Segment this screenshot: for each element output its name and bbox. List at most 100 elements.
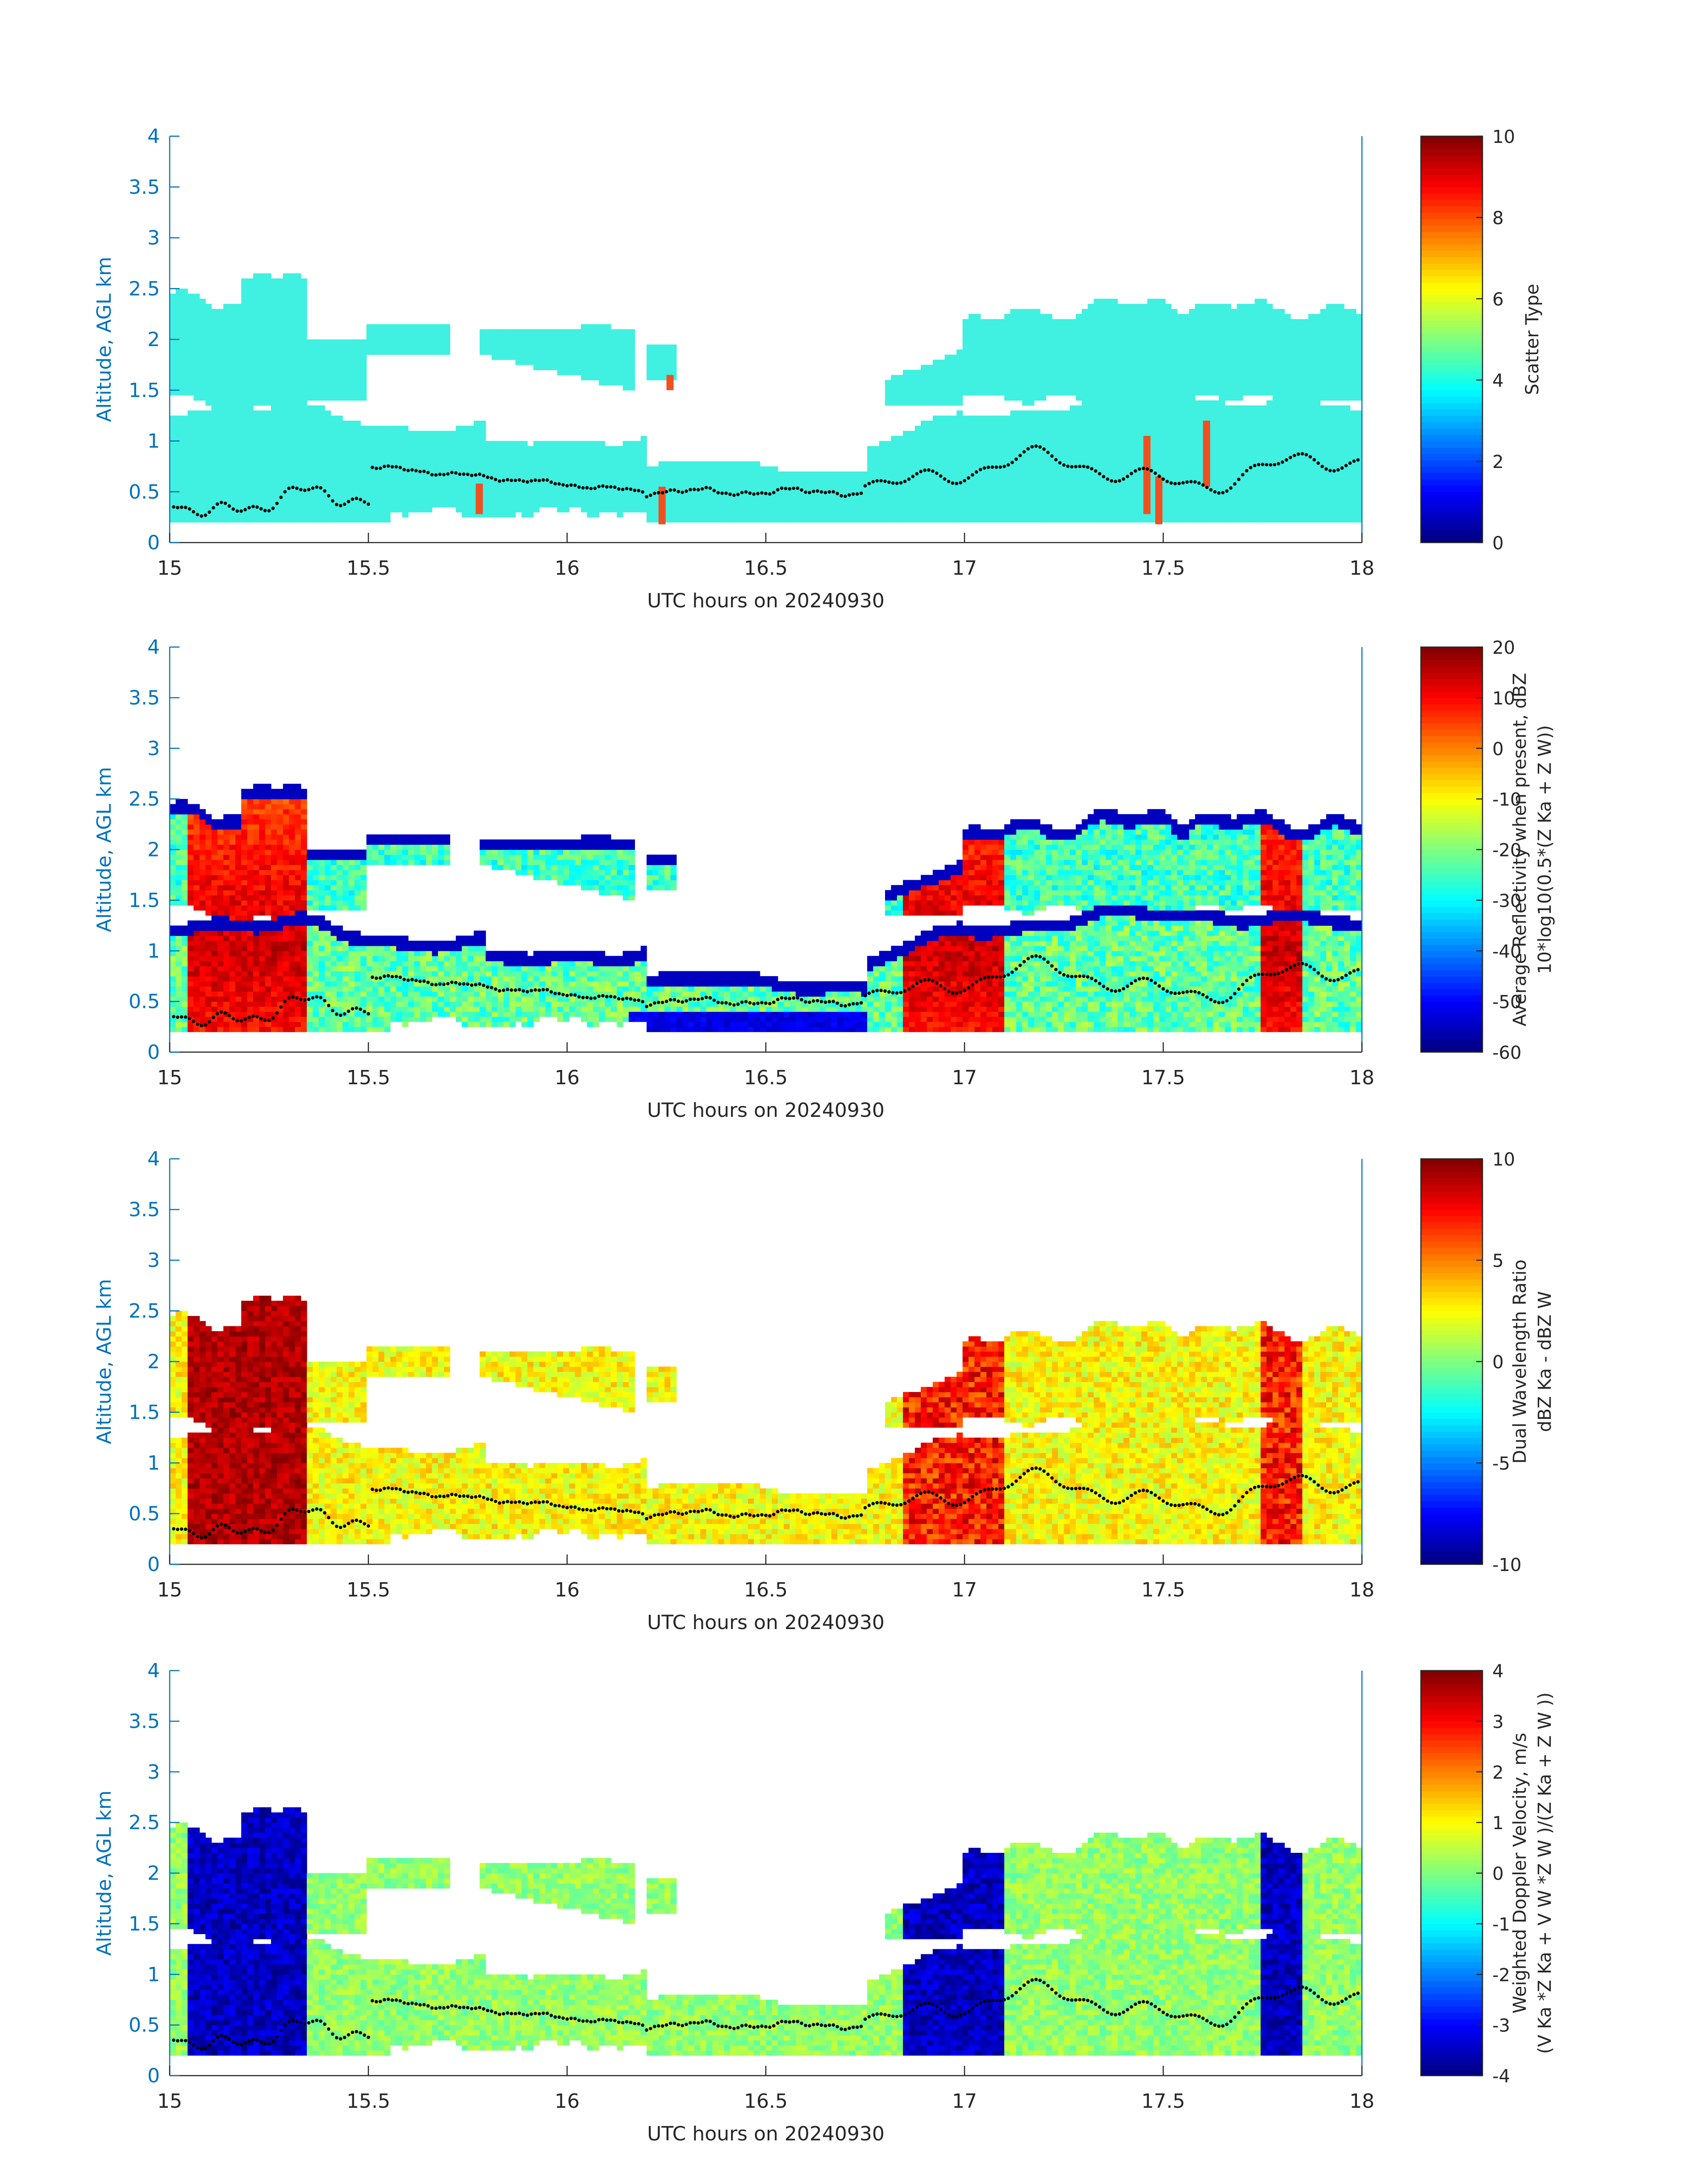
heatmap-cell bbox=[843, 507, 850, 513]
heatmap-cell bbox=[807, 502, 814, 507]
heatmap-cell bbox=[223, 497, 230, 502]
heatmap-cell bbox=[1123, 339, 1130, 345]
heatmap-cell bbox=[640, 466, 647, 472]
heatmap-cell bbox=[366, 329, 373, 335]
heatmap-cell bbox=[199, 476, 206, 482]
heatmap-cell bbox=[205, 319, 212, 325]
heatmap-cell bbox=[420, 344, 426, 350]
heatmap-cell bbox=[372, 324, 379, 330]
heatmap-cell bbox=[950, 486, 957, 492]
heatmap-cell bbox=[915, 375, 921, 380]
heatmap-cell bbox=[1189, 329, 1195, 335]
heatmap-cell bbox=[1094, 339, 1100, 345]
heatmap-cell bbox=[789, 512, 796, 518]
heatmap-cell bbox=[1111, 512, 1118, 518]
heatmap-cell bbox=[1028, 400, 1035, 406]
heatmap-cell bbox=[664, 355, 671, 360]
heatmap-cell bbox=[718, 512, 725, 518]
heatmap-cell bbox=[265, 451, 271, 457]
heatmap-cell bbox=[1052, 385, 1058, 391]
heatmap-cell bbox=[1153, 446, 1160, 451]
heatmap-cell bbox=[921, 497, 927, 502]
heatmap-cell bbox=[1076, 492, 1082, 497]
heatmap-cell bbox=[229, 451, 236, 457]
heatmap-cell bbox=[1183, 512, 1190, 518]
heatmap-cell bbox=[1016, 314, 1023, 320]
heatmap-cell bbox=[188, 385, 194, 391]
heatmap-cell bbox=[259, 334, 266, 340]
heatmap-cell bbox=[986, 461, 993, 467]
heatmap-cell bbox=[968, 512, 975, 518]
heatmap-cell bbox=[188, 426, 194, 431]
heatmap-cell bbox=[277, 324, 284, 330]
heatmap-cell bbox=[1147, 359, 1154, 365]
heatmap-cell bbox=[1165, 385, 1172, 391]
heatmap-cell bbox=[1034, 329, 1040, 335]
heatmap-cell bbox=[736, 481, 743, 487]
heatmap-cell bbox=[1135, 390, 1142, 396]
heatmap-cell bbox=[342, 492, 349, 497]
heatmap-cell bbox=[408, 349, 414, 355]
heatmap-cell bbox=[736, 512, 743, 518]
heatmap-cell bbox=[188, 304, 194, 309]
heatmap-cell bbox=[1064, 430, 1070, 436]
heatmap-cell bbox=[897, 375, 903, 380]
heatmap-cell bbox=[235, 430, 242, 436]
heatmap-cell bbox=[1052, 517, 1058, 523]
heatmap-cell bbox=[1177, 426, 1184, 431]
heatmap-cell bbox=[1213, 314, 1219, 320]
heatmap-cell bbox=[1123, 426, 1130, 431]
heatmap-cell bbox=[861, 476, 868, 482]
heatmap-cell bbox=[295, 400, 301, 406]
heatmap-cell bbox=[1022, 461, 1029, 467]
heatmap-cell bbox=[1087, 426, 1094, 431]
heatmap-cell bbox=[939, 446, 945, 451]
heatmap-cell bbox=[289, 370, 295, 376]
heatmap-cell bbox=[927, 390, 933, 396]
heatmap-cell bbox=[295, 380, 301, 385]
heatmap-cell bbox=[819, 517, 826, 523]
heatmap-cell bbox=[301, 461, 307, 467]
heatmap-cell bbox=[891, 390, 898, 396]
heatmap-cell bbox=[1111, 319, 1118, 325]
heatmap-cell bbox=[1201, 375, 1207, 380]
heatmap-cell bbox=[593, 466, 599, 472]
heatmap-cell bbox=[545, 349, 552, 355]
heatmap-cell bbox=[211, 380, 218, 385]
heatmap-cell bbox=[682, 481, 689, 487]
heatmap-cell bbox=[283, 355, 289, 360]
heatmap-cell bbox=[1069, 421, 1076, 426]
heatmap-cell bbox=[1082, 355, 1088, 360]
heatmap-cell bbox=[354, 507, 361, 513]
heatmap-cell bbox=[1052, 486, 1058, 492]
heatmap-cell bbox=[664, 370, 671, 376]
heatmap-cell bbox=[188, 430, 194, 436]
heatmap-cell bbox=[277, 400, 284, 406]
heatmap-cell bbox=[1052, 430, 1058, 436]
heatmap-cell bbox=[1034, 486, 1040, 492]
heatmap-cell bbox=[992, 380, 999, 385]
heatmap-cell bbox=[259, 370, 266, 376]
heatmap-cell bbox=[557, 471, 564, 477]
heatmap-cell bbox=[521, 334, 528, 340]
heatmap-cell bbox=[301, 339, 307, 345]
heatmap-cell bbox=[1153, 385, 1160, 391]
heatmap-cell bbox=[1183, 344, 1190, 350]
heatmap-cell bbox=[1052, 441, 1058, 447]
heatmap-cell bbox=[587, 349, 593, 355]
heatmap-cell bbox=[742, 502, 748, 507]
heatmap-cell bbox=[450, 461, 456, 467]
heatmap-cell bbox=[1213, 385, 1219, 391]
heatmap-cell bbox=[1094, 314, 1100, 320]
heatmap-cell bbox=[188, 329, 194, 335]
heatmap-cell bbox=[903, 502, 910, 507]
heatmap-cell bbox=[277, 319, 284, 325]
heatmap-cell bbox=[188, 451, 194, 457]
heatmap-cell bbox=[617, 466, 623, 472]
heatmap-cell bbox=[1135, 517, 1142, 523]
heatmap-cell bbox=[414, 334, 421, 340]
heatmap-cell bbox=[1111, 461, 1118, 467]
heatmap-cell bbox=[217, 492, 224, 497]
heatmap-cell bbox=[1177, 324, 1184, 330]
heatmap-cell bbox=[885, 497, 891, 502]
